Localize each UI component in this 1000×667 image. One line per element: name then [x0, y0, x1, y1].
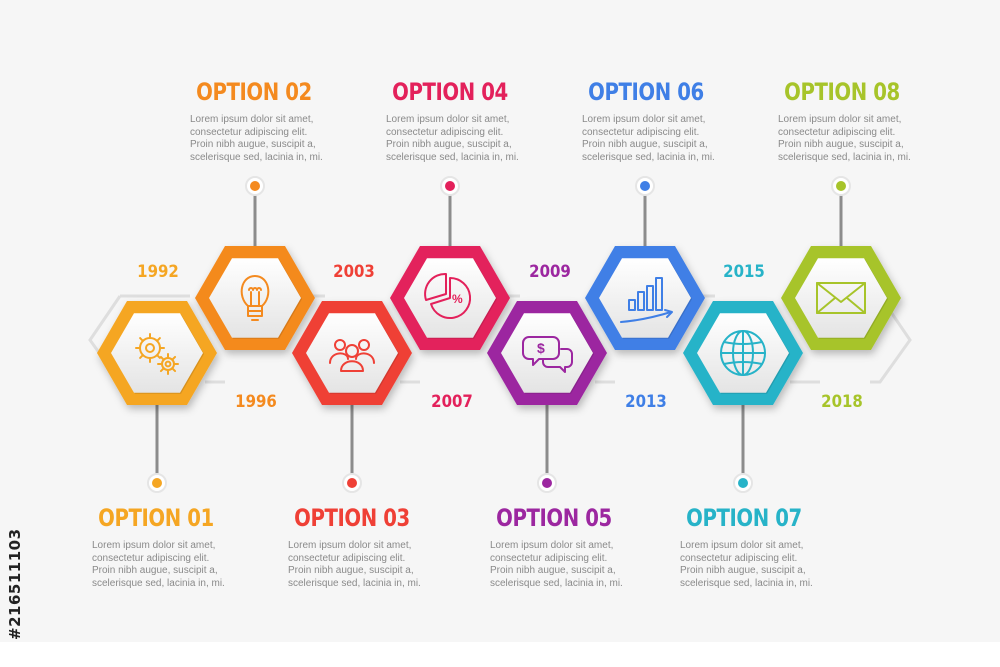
- option-01-description: Lorem ipsum dolor sit amet, consectetur …: [92, 540, 225, 589]
- dollar-symbol: $: [537, 340, 545, 356]
- stock-footer-bar: [0, 642, 1000, 667]
- hexagon-option-05: [487, 301, 607, 405]
- hexagon-option-08: [781, 246, 901, 350]
- growth-chart-icon: [620, 277, 673, 323]
- option-05-title: OPTION 05: [496, 504, 612, 532]
- stock-id-label: #216511103: [6, 528, 24, 640]
- option-02-description: Lorem ipsum dolor sit amet, consectetur …: [190, 114, 323, 163]
- year-1996: 1996: [235, 392, 277, 412]
- year-2015: 2015: [723, 262, 765, 282]
- pie-chart-percent-icon: %: [424, 272, 472, 319]
- people-group-icon: [329, 339, 375, 372]
- hexagon-option-03: [292, 301, 412, 405]
- option-05-description: Lorem ipsum dolor sit amet, consectetur …: [490, 540, 623, 589]
- connector-option-02: [245, 176, 265, 250]
- gears-icon: [135, 333, 179, 375]
- option-03-title: OPTION 03: [294, 504, 410, 532]
- option-07-title: OPTION 07: [686, 504, 802, 532]
- hexagon-option-01: [97, 301, 217, 405]
- money-chat-icon: $: [522, 336, 573, 373]
- connector-option-05: [537, 405, 557, 493]
- option-04-title: OPTION 04: [392, 78, 508, 106]
- connector-option-01: [147, 405, 167, 493]
- percent-symbol: %: [452, 292, 463, 306]
- year-2003: 2003: [333, 262, 375, 282]
- year-1992: 1992: [137, 262, 179, 282]
- year-2007: 2007: [431, 392, 473, 412]
- option-06-title: OPTION 06: [588, 78, 704, 106]
- option-07-description: Lorem ipsum dolor sit amet, consectetur …: [680, 540, 813, 589]
- option-02-title: OPTION 02: [196, 78, 312, 106]
- option-03-description: Lorem ipsum dolor sit amet, consectetur …: [288, 540, 421, 589]
- year-2009: 2009: [529, 262, 571, 282]
- hexagon-option-02: [195, 246, 315, 350]
- option-01-title: OPTION 01: [98, 504, 214, 532]
- option-06-description: Lorem ipsum dolor sit amet, consectetur …: [582, 114, 715, 163]
- lightbulb-icon: [240, 275, 270, 321]
- connector-option-07: [733, 405, 753, 493]
- envelope-icon: [816, 282, 866, 314]
- option-04-description: Lorem ipsum dolor sit amet, consectetur …: [386, 114, 519, 163]
- connector-option-08: [831, 176, 851, 250]
- guide-arrow-right: [870, 295, 912, 384]
- globe-icon: [720, 330, 766, 376]
- year-2013: 2013: [625, 392, 667, 412]
- connector-option-03: [342, 405, 362, 493]
- connector-option-06: [635, 176, 655, 250]
- connector-option-04: [440, 176, 460, 250]
- option-08-description: Lorem ipsum dolor sit amet, consectetur …: [778, 114, 911, 163]
- year-2018: 2018: [821, 392, 863, 412]
- option-08-title: OPTION 08: [784, 78, 900, 106]
